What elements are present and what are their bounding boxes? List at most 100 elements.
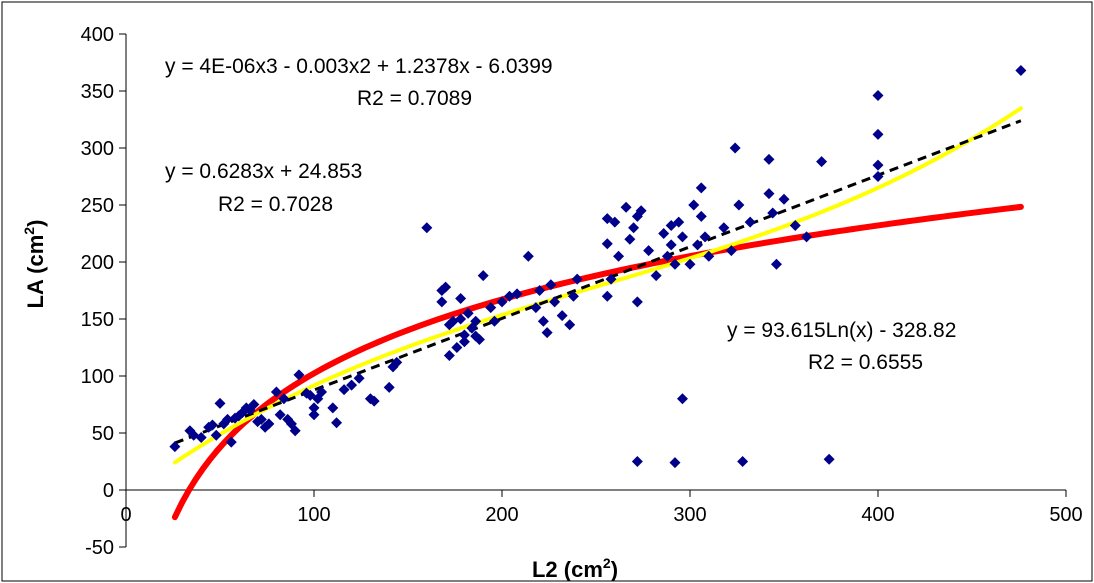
data-point xyxy=(270,386,282,398)
data-point xyxy=(545,279,557,291)
data-point xyxy=(530,302,542,314)
data-point xyxy=(872,171,884,182)
data-point xyxy=(778,193,790,205)
axes xyxy=(119,33,1067,548)
data-point xyxy=(169,441,181,453)
data-point xyxy=(816,156,828,168)
data-point xyxy=(210,429,222,441)
data-point xyxy=(789,220,801,232)
data-point xyxy=(534,285,546,296)
data-point xyxy=(443,349,455,361)
data-point xyxy=(601,290,613,302)
data-point xyxy=(872,159,884,171)
data-point xyxy=(872,128,884,140)
data-point xyxy=(744,216,756,228)
data-point xyxy=(225,436,237,448)
data-point xyxy=(567,290,579,302)
data-point xyxy=(278,393,290,405)
data-point xyxy=(274,409,286,421)
log-r2-label: R2 = 0.6555 xyxy=(808,351,923,374)
data-point xyxy=(605,273,617,285)
data-point xyxy=(383,381,395,393)
data-point xyxy=(455,292,467,304)
data-point xyxy=(695,182,707,194)
data-point xyxy=(665,239,677,251)
data-point xyxy=(346,379,358,391)
data-point xyxy=(729,142,741,154)
x-axis-title-end: ) xyxy=(611,557,618,582)
data-point xyxy=(263,418,275,430)
y-axis-title-sup: 2 xyxy=(21,227,37,235)
data-point xyxy=(331,417,343,429)
data-point xyxy=(703,250,715,262)
data-point xyxy=(650,270,662,282)
y-axis-title: LA (cm2) xyxy=(21,220,48,309)
data-point xyxy=(488,315,500,327)
data-point xyxy=(601,238,613,250)
y-tick-label: 400 xyxy=(81,24,114,46)
y-tick-label: 50 xyxy=(92,423,114,445)
data-point xyxy=(436,296,448,308)
linear-r2-label: R2 = 0.7028 xyxy=(218,193,333,216)
x-tick-label: 100 xyxy=(297,504,330,526)
y-tick-label: 0 xyxy=(103,480,114,502)
data-point xyxy=(458,336,470,348)
y-tick-label: 200 xyxy=(81,252,114,274)
x-axis-title: L2 (cm2) xyxy=(532,555,618,582)
data-point xyxy=(455,313,467,325)
tick-labels: -50 0 50 100 150 200 250 300 350 400 0 100 200 300 400… xyxy=(81,24,1083,559)
log-trendline xyxy=(171,203,1024,521)
data-point xyxy=(511,288,523,300)
data-point xyxy=(613,250,625,262)
data-point xyxy=(504,290,516,302)
poly-equation-label: y = 4E-06x3 - 0.003x2 + 1.2378x - 6.0399 xyxy=(165,55,553,78)
x-tick-label: 500 xyxy=(1049,504,1082,526)
x-tick-label: 0 xyxy=(120,504,131,526)
data-point xyxy=(688,199,700,211)
data-point xyxy=(316,386,328,398)
data-point xyxy=(571,273,583,285)
data-point xyxy=(195,432,207,444)
data-point xyxy=(293,369,305,381)
data-point xyxy=(718,222,730,234)
linear-equation-label: y = 0.6283x + 24.853 xyxy=(165,160,362,183)
data-point xyxy=(308,409,320,421)
data-point xyxy=(669,457,681,469)
data-point xyxy=(214,397,226,409)
data-point xyxy=(222,413,234,425)
data-point xyxy=(522,250,534,262)
data-point xyxy=(462,307,474,319)
data-point xyxy=(737,456,749,467)
data-point xyxy=(763,188,775,200)
data-point xyxy=(673,216,685,228)
data-point xyxy=(609,216,621,228)
x-tick-label: 300 xyxy=(673,504,706,526)
data-point xyxy=(872,90,884,102)
data-point xyxy=(255,413,267,425)
data-point xyxy=(556,310,568,322)
data-point xyxy=(308,402,320,414)
y-tick-label: -50 xyxy=(85,537,114,559)
data-point xyxy=(564,319,576,331)
data-point xyxy=(327,402,339,414)
data-point xyxy=(733,199,745,211)
y-axis-title-end: ) xyxy=(23,220,48,227)
data-point xyxy=(496,296,508,308)
data-point xyxy=(725,245,737,257)
poly-r2-label: R2 = 0.7089 xyxy=(357,87,472,110)
y-tick-label: 100 xyxy=(81,366,114,388)
data-point xyxy=(458,329,470,341)
data-point xyxy=(338,384,350,396)
data-point xyxy=(368,395,380,407)
data-point xyxy=(801,231,813,243)
data-point xyxy=(485,302,497,314)
data-point xyxy=(537,315,549,327)
x-axis-title-main: L2 (cm xyxy=(532,557,603,582)
data-point xyxy=(624,233,636,245)
data-point xyxy=(451,342,463,353)
data-points xyxy=(169,64,1027,469)
data-point xyxy=(248,399,260,410)
data-point xyxy=(353,372,365,384)
data-point xyxy=(695,210,707,222)
